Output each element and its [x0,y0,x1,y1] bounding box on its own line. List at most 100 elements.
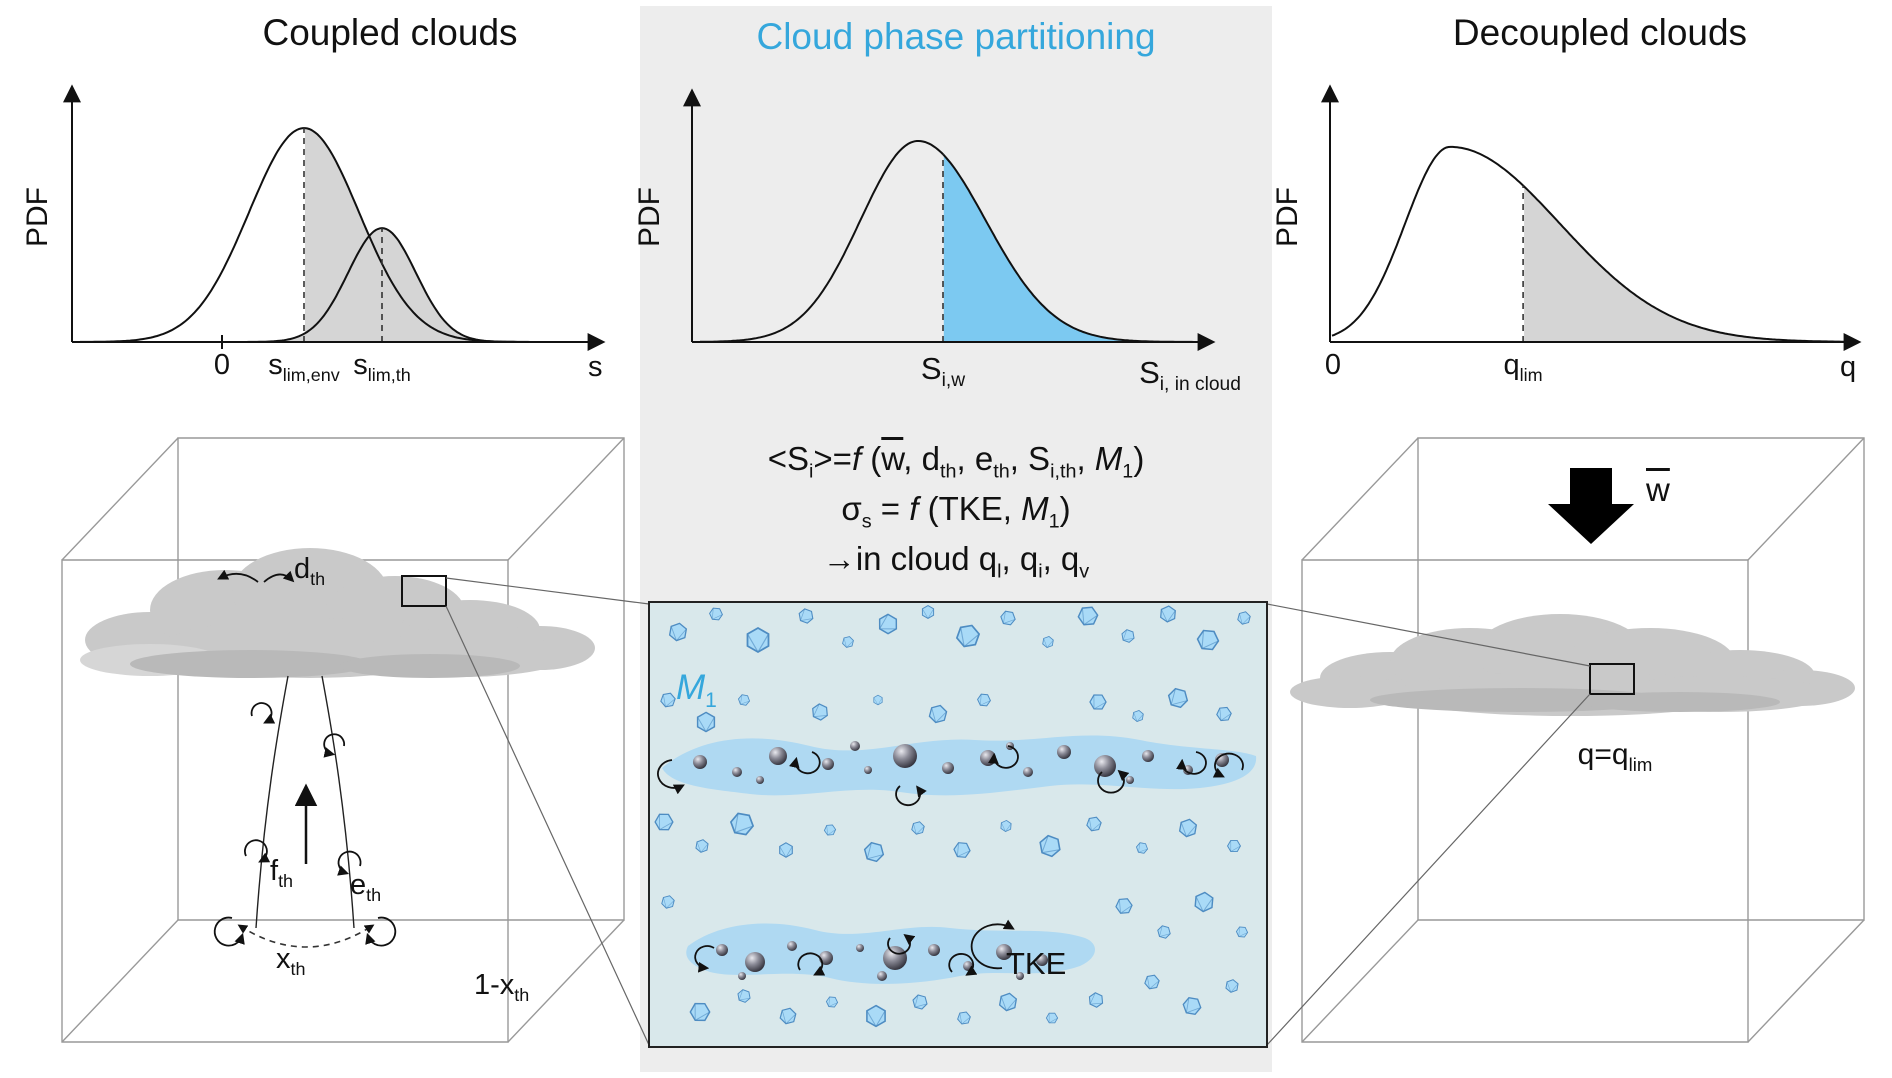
eddy-arrow-icon [1212,752,1244,778]
eq-part: , q [1001,539,1039,577]
droplet [864,766,872,774]
droplet [732,767,742,777]
cube-edges [61,437,625,1043]
decoupled-zoom-source-rect [1589,663,1635,695]
droplet [928,944,940,956]
label-base: x [276,943,291,975]
eq-part: , d [903,440,940,477]
droplet [850,741,860,751]
eddy-arrow-icon [988,745,1019,769]
subscript: 1 [1122,460,1134,483]
detrainment-arrow-right-icon [263,570,295,583]
coupled-zoom-source-rect [401,575,447,607]
entrainment-curl-icon [323,733,346,758]
coupled-tick-s-lim-env: slim,env [250,349,358,386]
subsidence-arrow-icon [1548,468,1634,544]
eddy-arrow-icon [1097,769,1130,794]
eq-part: , q [1042,539,1080,577]
decoupled-curve [1331,145,1850,343]
droplet [769,747,787,765]
subscript: i [1038,560,1043,583]
droplet [693,755,707,769]
subscript: th [366,884,382,905]
plume-base-curl-icon [213,916,245,947]
decoupled-y-axis-label: PDF [1271,187,1304,247]
eq-part: ( [861,440,882,477]
partitioning-pdf-chart [683,88,1216,351]
eddy-arrow-icon [657,759,685,795]
droplet [738,972,746,980]
droplet [877,971,887,981]
label-base: q=q [1577,738,1629,771]
thermal-fraction-label: fth [270,855,294,892]
eq-part: (TKE, [918,489,1022,527]
droplet [1016,972,1024,980]
subscript: th [514,984,530,1005]
m1-label: M1 [676,668,717,713]
droplet [787,941,797,951]
coupled-tick-zero: 0 [213,349,231,381]
droplet [883,946,907,970]
plume-base-curl-icon [365,916,397,947]
subscript: i,w [941,370,966,392]
subscript: 1 [1048,510,1060,533]
callout-line [445,605,650,1046]
eq-part: ) [1059,489,1071,527]
droplet [1057,745,1071,759]
eq-part: , e [956,440,994,477]
droplet [756,776,764,784]
liquid-band-upper [662,735,1257,796]
label-base: 1-x [474,969,515,1001]
eq-part: σ [841,489,862,527]
subscript: th [310,568,326,589]
label-base: d [294,553,311,585]
droplet [893,744,917,768]
coupled-y-axis-label: PDF [21,187,54,247]
entrainment-curl-icon [250,702,276,724]
droplet [996,944,1012,960]
droplet [1036,954,1048,966]
axis-label-base: S [1139,355,1160,390]
subscript: i, in cloud [1159,374,1241,396]
eq-part: = [871,489,910,527]
q-equals-q-lim-label: q=qlim [1545,738,1685,775]
ice-crystal-icon [746,627,770,653]
coupled-x-axis-label: s [588,351,603,383]
eq-part: <S [767,440,809,477]
tick-base: S [920,351,942,386]
zoom-callout-lines [445,577,1591,1046]
subscript: lim,env [282,364,340,385]
subscript: lim [1628,754,1653,775]
eq-part: , [1076,440,1095,477]
eddy-arrow-icon [1176,751,1207,775]
subscript: th [940,460,957,483]
detrainment-rate-label: dth [294,553,326,590]
decoupled-x-axis-label: q [1840,351,1857,383]
turbulence-swirls [657,745,1244,976]
eq-part: M [1021,489,1049,527]
coupled-cloud-shape [80,548,595,678]
tick-base: s [353,349,368,381]
ice-crystal-icon [779,842,793,858]
subscript: 1 [705,689,717,712]
subscript: th [278,870,294,891]
decoupled-pdf-chart [1321,84,1862,351]
m1-base: M [676,668,706,707]
droplet [1023,767,1033,777]
detrainment-arrow-left-icon [217,569,259,583]
decoupled-cloud-shape [1290,614,1855,716]
partitioning-curve [700,140,1200,343]
eddy-arrow-icon [694,945,715,973]
droplet [822,758,834,770]
decoupled-shaded-area [1524,186,1850,342]
cube-edges [1301,437,1865,1043]
entrainment-curl-icon [244,839,271,863]
ice-crystal-icon [921,605,935,619]
tick-base: s [268,349,283,381]
eddy-arrow-icon [887,934,916,955]
subscript: i [808,460,814,483]
entrainment-curl-icon [337,850,362,876]
entrainment-rate-label: eth [350,869,382,906]
eq-part: , S [1009,440,1051,477]
